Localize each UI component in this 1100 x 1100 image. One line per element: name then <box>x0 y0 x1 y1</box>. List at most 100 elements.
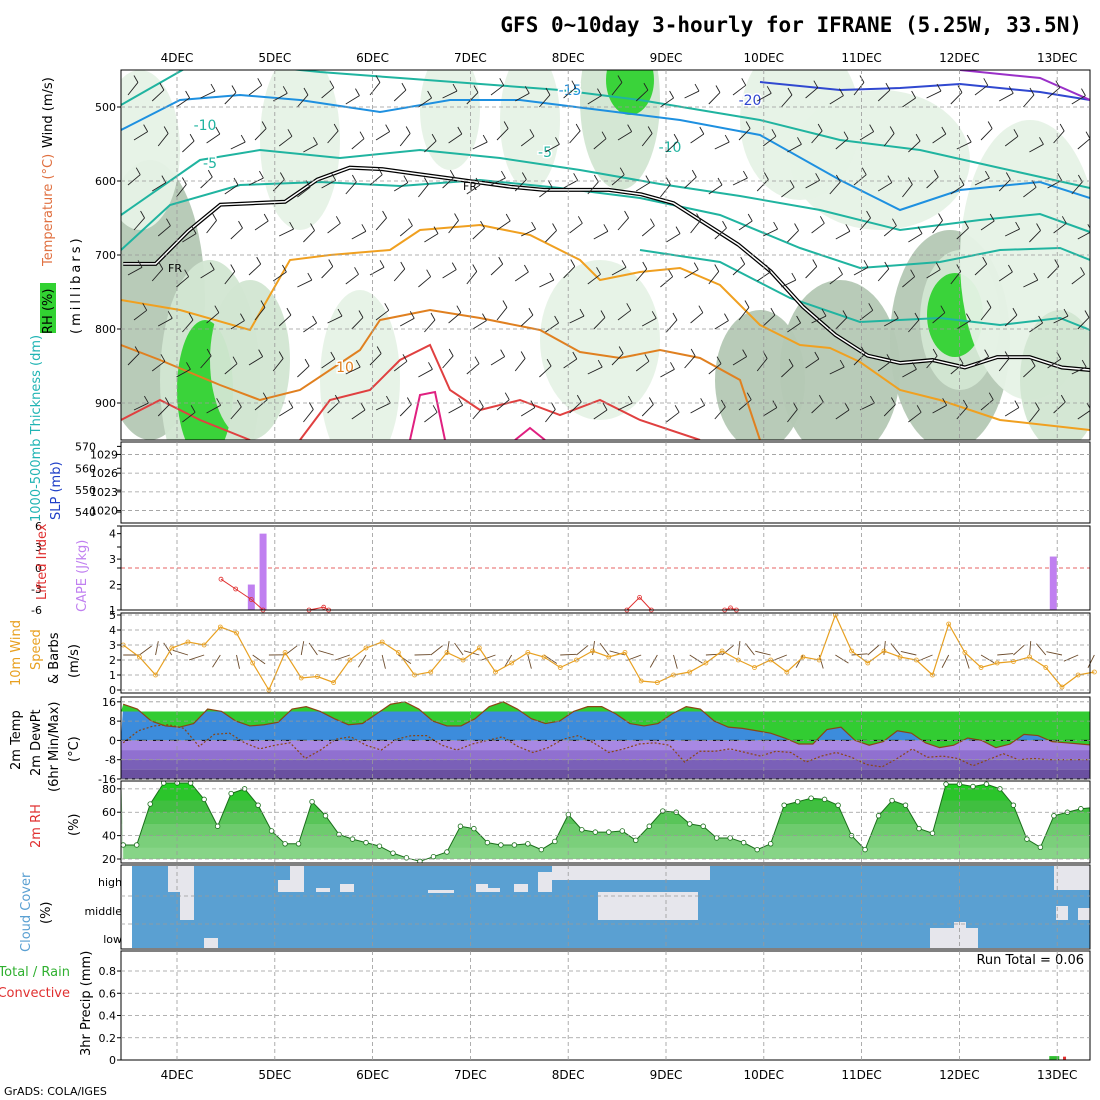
wind-barb <box>660 184 671 198</box>
wind-barb <box>926 269 941 279</box>
wind-barb <box>908 319 920 333</box>
wind-barb <box>781 365 794 378</box>
wind-barb <box>172 649 189 656</box>
rh2m-point <box>660 808 666 814</box>
wind-barb <box>1004 314 1018 327</box>
wind-barb <box>157 225 171 237</box>
wind-barb-flag <box>694 83 700 92</box>
temp-line <box>123 701 1090 749</box>
wind-barb-flag <box>714 264 720 272</box>
rh2m-point <box>754 846 760 853</box>
wind-barb <box>666 140 679 153</box>
wind-barb <box>472 227 485 240</box>
wind-barb-flag <box>504 392 510 400</box>
isotherm-label: -20 <box>739 93 762 109</box>
credit-label: GrADS: COLA/IGES <box>4 1085 107 1098</box>
wind-barb-flag <box>385 124 391 132</box>
thickness-point <box>996 501 1002 506</box>
wind-barb <box>635 360 650 372</box>
wind-barb-flag <box>626 303 632 311</box>
wind-barb-flag <box>794 223 799 231</box>
rh2m-point <box>228 790 234 797</box>
wind-barb <box>732 263 746 276</box>
wind-speed-point <box>234 630 239 636</box>
temp2m-panel: -16 -8 0 8 16 2m Temp 2m DewPt (6hr Min/Max)… <box>9 696 1091 792</box>
y-tick-label: 0 <box>109 734 116 747</box>
wind-barb-flag <box>887 175 893 183</box>
wind-barb <box>576 645 589 656</box>
rh-legend-swatch <box>40 283 56 333</box>
date-label-bottom: 10DEC <box>744 1068 784 1082</box>
wind-barb <box>254 220 269 231</box>
wind-barb <box>157 404 170 417</box>
wind-barb-flag <box>257 78 263 86</box>
wind-barb-flag <box>741 78 747 86</box>
isotherm-line <box>121 178 1090 270</box>
wind-barb <box>763 228 778 237</box>
wind-barb-flag <box>184 269 190 277</box>
wind-barb-flag <box>256 256 262 265</box>
cloud-gap <box>538 872 552 892</box>
rh2m-point <box>525 841 531 847</box>
isotherm-line <box>121 223 1090 431</box>
wind-barb-flag <box>1015 221 1020 230</box>
y-tick-label: 2 <box>109 579 116 592</box>
thickness-point <box>1072 511 1078 516</box>
wind-barb <box>1087 654 1095 669</box>
wind-barb-flag <box>231 85 237 93</box>
wind-barb <box>127 82 139 96</box>
rh2m-point <box>875 813 882 819</box>
wind-barb <box>974 84 989 96</box>
cloud-gap <box>476 884 488 892</box>
wind-barb <box>345 181 357 195</box>
wind-barb <box>974 263 988 276</box>
wind-barb-flag <box>401 82 407 91</box>
temp2m-label-line1: 2m Temp <box>9 710 24 770</box>
wind-barb <box>950 92 963 105</box>
isotherm-line <box>121 70 1090 189</box>
thickness-point <box>806 512 812 517</box>
wind-barb-flag <box>722 220 727 229</box>
wind-barb <box>248 356 263 366</box>
wind-barb-flag <box>529 129 535 137</box>
wind-barb <box>472 320 487 330</box>
wind-barb <box>593 138 607 150</box>
wind-barb <box>1053 222 1067 234</box>
cold-band <box>121 769 1090 779</box>
wind-barb-flag <box>433 226 439 234</box>
wind-barb-flag <box>206 348 212 357</box>
wind-barb <box>334 654 350 661</box>
wind-barb-flag <box>430 312 436 321</box>
wind-barb-flag <box>821 308 827 317</box>
wind-barb-flag <box>814 351 820 360</box>
wind-speed-point <box>525 650 531 655</box>
wind-barb-flag <box>524 264 529 273</box>
rh-shading <box>210 280 290 440</box>
wind-barb-flag <box>360 402 366 411</box>
wind-barb <box>545 143 560 153</box>
wind-barb <box>853 353 866 366</box>
isotherm-label: 10 <box>336 360 354 376</box>
y-tick-label: 500 <box>95 101 116 114</box>
thickness-point <box>977 500 983 505</box>
cloud-gap <box>278 880 304 892</box>
rh2m-point <box>390 850 396 856</box>
wind-barb <box>418 368 433 378</box>
wind-barb <box>418 184 429 198</box>
wind-barb <box>539 365 552 378</box>
y-tick-label: 6 <box>35 520 42 533</box>
wind-barb-flag <box>579 308 585 317</box>
wind-barb-flag <box>1005 172 1011 180</box>
wind-barb-flag <box>651 311 657 319</box>
wind-barb-flag <box>987 121 993 129</box>
wind-barb-flag <box>1084 310 1090 318</box>
rh2m-point <box>417 858 423 863</box>
wind-barb <box>902 276 915 288</box>
wind-barb-flag <box>375 75 381 83</box>
rh2m-point <box>457 823 464 829</box>
wind-barb <box>303 143 318 153</box>
wind-speed-point <box>509 660 515 666</box>
wind10m-label-line4: (m/s) <box>67 644 82 678</box>
wind-barb <box>297 279 313 288</box>
precip-run-total: Run Total = 0.06 <box>976 953 1084 968</box>
